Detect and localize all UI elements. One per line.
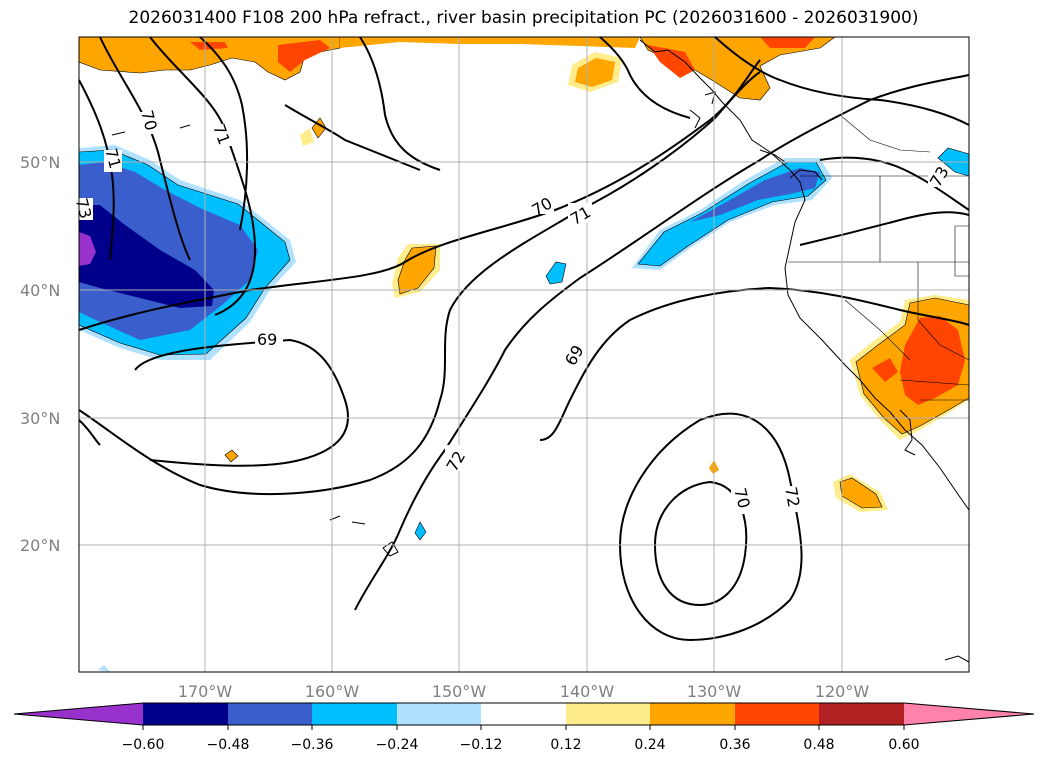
lon-label-140w: 140°W — [560, 682, 615, 701]
colorbar-tick-label: 0.12 — [550, 737, 581, 753]
lon-label-120w: 120°W — [815, 682, 870, 701]
colorbar-tick-label: −0.12 — [460, 737, 503, 753]
shade-cyan-tiny — [414, 521, 427, 541]
colorbar-segment-darkred — [819, 703, 904, 725]
colorbar-segment-orange — [650, 703, 735, 725]
contour-label: 69 — [257, 330, 277, 349]
shade-orange-topmid — [340, 37, 640, 48]
shade-cyan-small — [545, 261, 567, 285]
shade-purple-west — [79, 232, 96, 266]
precip-shading — [78, 36, 970, 672]
shade-blue-streak — [690, 168, 820, 222]
shade-orange-small-2 — [300, 128, 314, 146]
colorbar-tick-label: 0.48 — [803, 737, 834, 753]
lat-label-20n: 20°N — [20, 536, 60, 555]
colorbar-segment-yellow — [566, 703, 650, 725]
lon-labels: 170°W 160°W 150°W 140°W 130°W 120°W — [178, 682, 870, 701]
colorbar: −0.60 −0.48 −0.36 −0.24 −0.12 0.12 0.24 … — [13, 702, 1035, 753]
lon-label-170w: 170°W — [178, 682, 233, 701]
shade-orange-blob-a — [575, 58, 615, 87]
shade-red-topright2 — [648, 45, 695, 78]
contour-label: 72 — [781, 485, 803, 508]
map-frame — [78, 36, 970, 673]
colorbar-segment-blue — [228, 703, 312, 725]
colorbar-segment-pink — [904, 703, 1034, 725]
colorbar-tick-label: −0.36 — [291, 737, 334, 753]
colorbar-tick-label: −0.48 — [207, 737, 250, 753]
coastlines — [111, 39, 970, 663]
gridlines — [79, 37, 969, 672]
colorbar-segment-lightblue — [397, 703, 481, 725]
shade-red-topleft2 — [278, 40, 330, 72]
contour-label: 73 — [72, 196, 96, 221]
shade-red-topright — [760, 37, 815, 48]
shade-orange-mid-inner — [397, 245, 437, 295]
colorbar-tick-label: 0.60 — [888, 737, 919, 753]
shade-orange-tiny — [224, 449, 239, 463]
colorbar-tick-label: 0.36 — [719, 737, 750, 753]
colorbar-segment-red — [735, 703, 819, 725]
shade-red-socal — [900, 316, 965, 405]
colorbar-segment-cyan — [312, 703, 397, 725]
contour-label: 71 — [101, 146, 125, 171]
lat-label-40n: 40°N — [20, 281, 60, 300]
shade-red-socal2 — [872, 358, 898, 382]
map-title: 2026031400 F108 200 hPa refract., river … — [128, 8, 919, 28]
state-borders — [788, 114, 970, 401]
lon-label-160w: 160°W — [305, 682, 360, 701]
lat-label-50n: 50°N — [20, 153, 60, 172]
contour-label: 70 — [137, 108, 161, 133]
colorbar-segment-purple — [14, 703, 143, 725]
colorbar-tick-label: 0.24 — [634, 737, 665, 753]
lon-label-130w: 130°W — [687, 682, 742, 701]
shade-cyan-tiny2 — [98, 665, 110, 672]
contour-label: 70 — [730, 486, 754, 511]
colorbar-segment-navy — [143, 703, 228, 725]
lat-label-30n: 30°N — [20, 409, 60, 428]
lat-labels: 50°N 40°N 30°N 20°N — [20, 153, 60, 555]
lon-label-150w: 150°W — [432, 682, 487, 701]
colorbar-tick-label: −0.60 — [122, 737, 165, 753]
colorbar-tick-label: −0.24 — [376, 737, 419, 753]
colorbar-segment-white — [481, 703, 566, 725]
